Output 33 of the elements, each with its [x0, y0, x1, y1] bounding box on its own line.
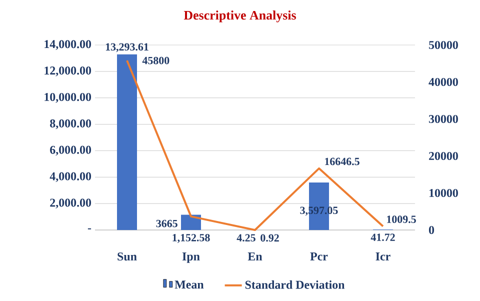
data-label: 1009.5	[387, 216, 416, 224]
legend-label: Mean	[174, 280, 204, 289]
data-label: 16646.5	[325, 158, 360, 166]
y2-tick-label: 40000	[428, 78, 458, 86]
bar	[181, 214, 201, 230]
x-tick-label: En	[248, 252, 262, 260]
y-tick-label: 2,000.00	[50, 198, 92, 208]
y-tick-label: 12,000.00	[44, 66, 92, 76]
bar	[117, 54, 137, 230]
data-label: 41.72	[370, 234, 395, 242]
data-label: 45800	[142, 56, 170, 64]
data-label: 0.92	[260, 234, 279, 242]
data-label: 3665	[156, 220, 178, 228]
data-label: 1,152.58	[172, 234, 210, 243]
x-tick-label: Pcr	[310, 252, 328, 260]
y2-tick-label: 50000	[429, 40, 458, 50]
y-tick-label: 6,000.00	[50, 146, 92, 156]
x-tick-label: Ipn	[182, 252, 200, 263]
y-tick-label: 10,000.00	[44, 92, 92, 103]
chart-title: Descriptive Analysis	[184, 10, 296, 22]
x-tick-label: Icr	[376, 252, 390, 260]
y2-tick-label: 0	[428, 226, 434, 234]
x-tick-label: Sun	[118, 252, 137, 261]
y2-tick-label: 10000	[429, 188, 458, 198]
data-label: 4.25	[236, 234, 256, 242]
y-tick-label: 4,000.00	[50, 172, 92, 182]
y-tick-label: 8,000.00	[50, 119, 92, 130]
data-label: 13,293.61	[106, 43, 148, 52]
y2-tick-label: 20000	[429, 152, 458, 160]
y2-tick-label: 30000	[428, 114, 458, 124]
y-tick-label: -	[88, 228, 92, 230]
y-tick-label: 14,000.00	[44, 40, 92, 50]
legend-label: Standard Deviation	[245, 280, 345, 289]
